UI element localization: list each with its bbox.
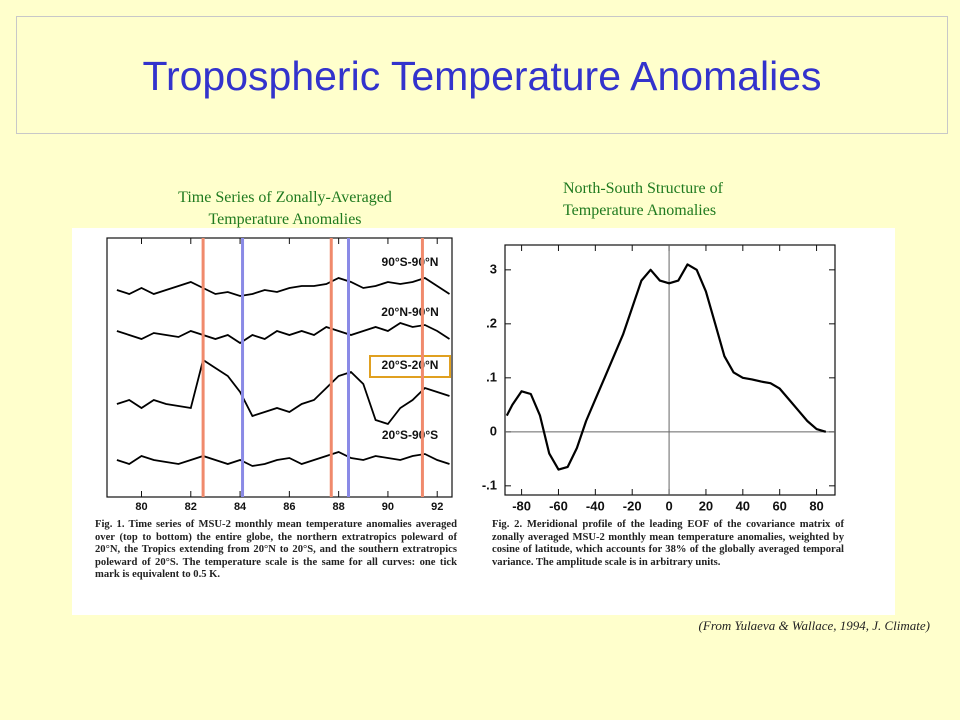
- figure-caption: Fig. 1. Time series of MSU-2 monthly mea…: [95, 519, 457, 581]
- heading-line: North-South Structure of: [563, 180, 723, 197]
- label-bg: [372, 304, 448, 322]
- title-box: Tropospheric Temperature Anomalies: [16, 16, 948, 134]
- series-line: [116, 322, 450, 345]
- x-tick-label: 92: [431, 501, 443, 513]
- x-tick-label: -60: [549, 498, 568, 513]
- left-heading: Time Series of Zonally-Averaged Temperat…: [110, 187, 460, 231]
- profile-line: [505, 263, 827, 471]
- x-tick-label: 84: [234, 501, 247, 513]
- x-tick-label: -80: [512, 498, 531, 513]
- y-tick-label: -.1: [482, 477, 497, 492]
- x-tick-label: -20: [623, 498, 642, 513]
- label-bg: [372, 427, 448, 445]
- series-label: 20°S-20°N: [382, 358, 439, 372]
- heading-line: Time Series of Zonally-Averaged: [178, 189, 392, 206]
- x-tick-label: 60: [772, 498, 786, 513]
- series-line: [116, 451, 450, 467]
- heading-line: Temperature Anomalies: [208, 211, 362, 228]
- plot-frame: [504, 244, 836, 496]
- x-tick-label: 80: [809, 498, 823, 513]
- x-tick-label: 90: [382, 501, 394, 513]
- x-tick-label: 80: [135, 501, 147, 513]
- series-label: 20°S-90°S: [382, 428, 438, 442]
- y-tick-label: .1: [486, 369, 497, 384]
- x-tick-label: 86: [283, 501, 295, 513]
- label-box: [369, 355, 451, 378]
- series-line: [116, 358, 450, 426]
- source-note: (From Yulaeva & Wallace, 1994, J. Climat…: [698, 618, 930, 633]
- x-tick-label: 88: [333, 501, 345, 513]
- figure-caption: Fig. 2. Meridional profile of the leadin…: [492, 519, 844, 568]
- x-tick-label: 82: [185, 501, 197, 513]
- heading-line: Temperature Anomalies: [563, 202, 717, 219]
- plot-frame: [106, 237, 453, 498]
- slide-title: Tropospheric Temperature Anomalies: [142, 53, 822, 99]
- series-label: 90°S-90°N: [382, 255, 439, 269]
- series-line: [116, 277, 450, 297]
- right-heading: North-South Structure of Temperature Ano…: [563, 178, 883, 222]
- series-label: 20°N-90°N: [381, 305, 439, 319]
- x-tick-label: 0: [665, 498, 672, 513]
- x-tick-label: 40: [736, 498, 750, 513]
- label-bg: [372, 254, 448, 272]
- y-tick-label: 3: [490, 261, 497, 276]
- figure-panel: [72, 228, 895, 615]
- y-tick-label: .2: [486, 315, 497, 330]
- x-tick-label: -40: [586, 498, 605, 513]
- x-tick-label: 20: [699, 498, 713, 513]
- y-tick-label: 0: [490, 423, 497, 438]
